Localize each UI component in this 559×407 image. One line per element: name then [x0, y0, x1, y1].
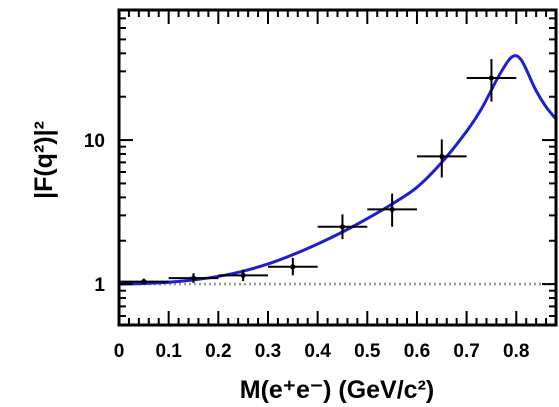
point-marker: [339, 224, 346, 230]
x-tick-label: 0.3: [255, 341, 281, 362]
x-tick-label: 0.8: [503, 341, 529, 362]
y-tick-label: 1: [94, 275, 105, 296]
y-tick-labels: 1 10: [84, 131, 106, 296]
x-tick-label: 0.4: [304, 341, 331, 362]
data-point: [218, 269, 268, 282]
point-marker: [240, 272, 246, 278]
x-tick-label: 0.2: [205, 341, 231, 362]
data-points-group: [119, 59, 517, 285]
data-point: [317, 214, 368, 240]
fit-curve-group: [119, 54, 556, 286]
plot-background: [119, 10, 556, 325]
data-point: [267, 257, 318, 276]
data-point: [416, 139, 467, 178]
y-axis-title: |F(q²)|²: [30, 121, 58, 199]
data-point: [168, 273, 219, 283]
x-tick-label: 0.6: [404, 341, 430, 362]
y-tick-label: 10: [84, 131, 105, 152]
point-marker: [488, 75, 495, 81]
data-point: [466, 59, 517, 102]
x-tick-label: 0.1: [155, 341, 182, 362]
point-marker: [141, 279, 147, 285]
point-marker: [389, 206, 395, 213]
x-tick-labels: 0 0.1 0.2 0.3 0.4 0.5 0.6 0.7 0.8: [114, 341, 530, 362]
data-point: [367, 193, 417, 227]
point-marker: [439, 153, 445, 160]
plot-area: [119, 10, 556, 325]
fit-curve: [119, 54, 556, 286]
data-point: [119, 278, 169, 285]
x-tick-label: 0.5: [354, 341, 381, 362]
x-tick-label: 0: [114, 341, 125, 362]
point-marker: [290, 264, 296, 270]
x-axis-title: M(e⁺e⁻) (GeV/c²): [240, 376, 434, 404]
point-marker: [190, 275, 197, 281]
axes-frame: [117, 8, 558, 327]
x-tick-label: 0.7: [453, 341, 479, 362]
